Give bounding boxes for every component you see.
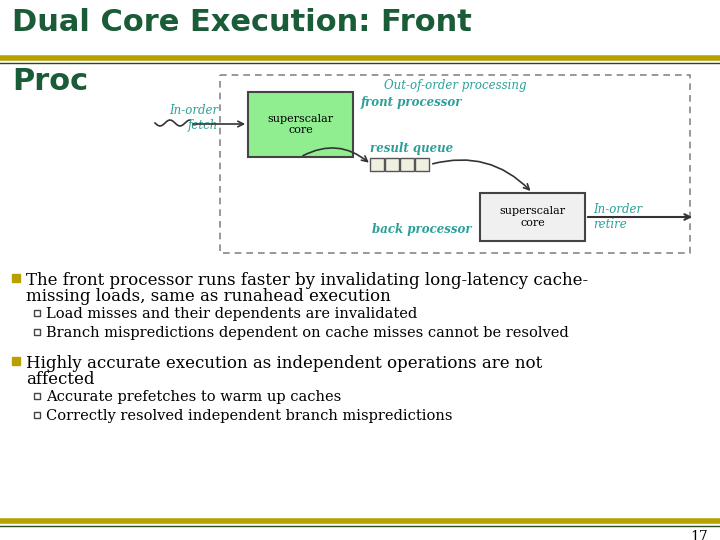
Text: result queue: result queue xyxy=(370,142,453,155)
Bar xyxy=(385,158,399,171)
Bar xyxy=(400,158,414,171)
Text: Accurate prefetches to warm up caches: Accurate prefetches to warm up caches xyxy=(46,390,341,404)
Text: In-order
fetch: In-order fetch xyxy=(169,104,218,132)
Bar xyxy=(34,412,40,418)
Text: 17: 17 xyxy=(690,530,708,540)
Text: superscalar
core: superscalar core xyxy=(500,206,566,228)
Text: Branch mispredictions dependent on cache misses cannot be resolved: Branch mispredictions dependent on cache… xyxy=(46,326,569,340)
Bar xyxy=(415,158,429,171)
Text: In-order
retire: In-order retire xyxy=(593,203,642,231)
Text: missing loads, same as runahead execution: missing loads, same as runahead executio… xyxy=(26,288,391,305)
Text: front processor: front processor xyxy=(361,96,462,109)
Bar xyxy=(248,92,353,157)
Bar xyxy=(370,158,384,171)
Text: superscalar
core: superscalar core xyxy=(267,114,333,136)
Bar xyxy=(12,357,20,365)
Bar xyxy=(220,75,690,253)
Text: back processor: back processor xyxy=(372,222,472,235)
Bar xyxy=(480,193,585,241)
Text: Out-of-order processing: Out-of-order processing xyxy=(384,79,526,92)
Text: The front processor runs faster by invalidating long-latency cache-: The front processor runs faster by inval… xyxy=(26,272,588,289)
Text: Proc: Proc xyxy=(12,67,88,96)
Bar xyxy=(34,393,40,399)
Text: Highly accurate execution as independent operations are not: Highly accurate execution as independent… xyxy=(26,355,542,372)
Text: Correctly resolved independent branch mispredictions: Correctly resolved independent branch mi… xyxy=(46,409,452,423)
Text: Load misses and their dependents are invalidated: Load misses and their dependents are inv… xyxy=(46,307,418,321)
Text: Dual Core Execution: Front: Dual Core Execution: Front xyxy=(12,8,472,37)
Bar xyxy=(34,329,40,335)
Text: affected: affected xyxy=(26,371,94,388)
Bar xyxy=(12,274,20,282)
Bar xyxy=(34,310,40,316)
